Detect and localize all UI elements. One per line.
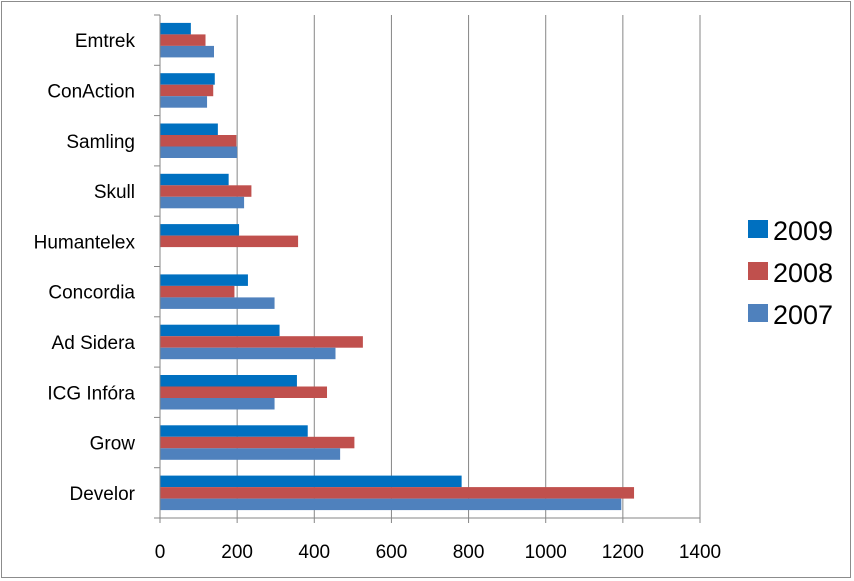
bar-concordia-2009 [160, 274, 248, 286]
x-tick-label: 600 [376, 542, 408, 563]
category-label: Humantelex [34, 232, 136, 253]
bar-skull-2008 [160, 185, 252, 197]
category-label: Grow [90, 434, 136, 455]
bar-conaction-2007 [160, 96, 208, 108]
bar-ad-sidera-2009 [160, 324, 280, 337]
bar-develor-2009 [160, 475, 462, 488]
category-label: Develor [70, 484, 136, 505]
legend-label-2008: 2008 [773, 258, 833, 288]
bar-ad-sidera-2008 [160, 336, 363, 348]
bar-grow-2009 [160, 425, 308, 437]
bar-emtrek-2008 [160, 34, 206, 46]
bar-concordia-2008 [160, 285, 235, 298]
bar-icg-inf-ra-2009 [160, 375, 297, 387]
bar-skull-2009 [160, 173, 229, 186]
category-label: Samling [66, 132, 135, 153]
bar-icg-inf-ra-2008 [160, 386, 328, 398]
bar-concordia-2007 [160, 297, 275, 309]
bar-humantelex-2009 [160, 224, 240, 236]
bar-emtrek-2009 [160, 22, 191, 35]
bar-ad-sidera-2007 [160, 347, 336, 360]
bar-samling-2007 [160, 146, 238, 158]
legend-swatch-2007 [748, 304, 768, 322]
legend-label-2007: 2007 [773, 300, 833, 330]
bar-emtrek-2007 [160, 45, 214, 58]
x-tick-label: 1000 [525, 542, 567, 563]
x-tick-label: 800 [453, 542, 485, 563]
category-label: ConAction [47, 81, 135, 102]
bar-conaction-2009 [160, 73, 215, 85]
x-tick-label: 200 [221, 542, 253, 563]
legend-swatch-2009 [748, 220, 768, 238]
bar-icg-inf-ra-2007 [160, 398, 275, 410]
category-label: Ad Sidera [52, 333, 136, 354]
legend-swatch-2008 [748, 262, 768, 280]
bar-conaction-2008 [160, 84, 214, 97]
category-label: ICG Infóra [47, 383, 135, 404]
bar-develor-2007 [160, 498, 622, 511]
bar-samling-2009 [160, 123, 218, 135]
category-label: Concordia [48, 283, 135, 304]
bar-samling-2008 [160, 135, 237, 147]
bar-grow-2008 [160, 436, 355, 449]
bar-humantelex-2008 [160, 235, 299, 248]
x-tick-label: 1400 [679, 542, 721, 563]
x-tick-label: 0 [155, 542, 166, 563]
bar-develor-2008 [160, 487, 635, 499]
bar-grow-2007 [160, 448, 341, 460]
category-label: Skull [94, 182, 135, 203]
x-tick-label: 400 [298, 542, 330, 563]
category-label: Emtrek [75, 31, 136, 52]
legend-label-2009: 2009 [773, 216, 833, 246]
x-tick-label: 1200 [602, 542, 644, 563]
bar-skull-2007 [160, 196, 245, 209]
